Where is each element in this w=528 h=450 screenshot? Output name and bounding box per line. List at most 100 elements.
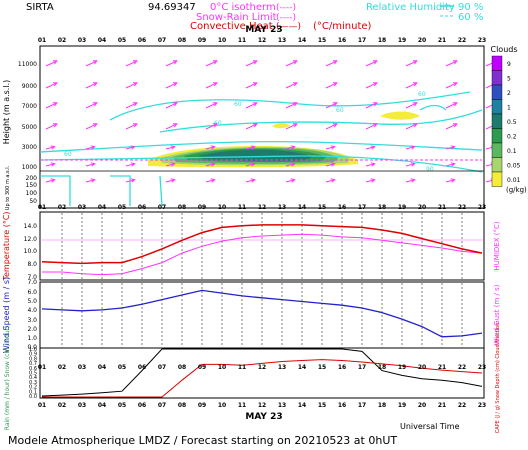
- wind-arrow-head: [170, 145, 176, 150]
- ytick-label: 0.2: [29, 385, 37, 391]
- wind-arrow-head: [370, 145, 376, 150]
- hour-tick-label: 04: [98, 204, 106, 211]
- hour-tick-label: 01: [38, 402, 46, 409]
- wind-arrow-head: [92, 123, 98, 128]
- wind-arrow-head: [450, 145, 456, 150]
- contour-label: 90: [426, 166, 434, 173]
- wind-arrow: [365, 82, 378, 89]
- wind-arrow-head: [292, 102, 298, 107]
- hour-tick-label: 23: [478, 364, 486, 371]
- wind-arrow-head: [452, 60, 458, 65]
- hour-tick-label: 09: [198, 37, 206, 44]
- wind-arrow: [245, 102, 258, 109]
- wind-arrow: [205, 146, 215, 150]
- rain-panel: 1.00.90.80.70.60.50.40.30.20.10.0 Rain (…: [4, 323, 501, 434]
- ytick-label: 3000: [22, 144, 37, 151]
- wind-arrow-head: [210, 162, 216, 167]
- colorbar-label: 5: [507, 76, 511, 83]
- wind-arrow-head: [172, 102, 178, 107]
- hour-tick-label: 19: [398, 204, 406, 211]
- colorbar-cells: 9 5 2 1 0.5 0.2 0.1 0.05 0.01: [491, 55, 521, 187]
- cloud-patch-mid: [272, 123, 290, 129]
- hour-tick-label: 02: [58, 402, 66, 409]
- hour-tick-label: 15: [318, 37, 326, 44]
- wind-arrow: [325, 123, 338, 130]
- wind-arrow: [205, 82, 218, 89]
- wind-arrow-head: [132, 102, 138, 107]
- hour-tick-label: 22: [458, 37, 466, 44]
- rain-panel-frame: [39, 347, 485, 399]
- hour-tick-label: 16: [338, 204, 346, 211]
- hour-tick-label: 21: [438, 402, 446, 409]
- colorbar-cell: [491, 84, 503, 100]
- wind-arrow: [205, 179, 215, 183]
- wind-arrow-head: [50, 178, 56, 183]
- colorbar-cell: [491, 55, 503, 71]
- cape-line: [42, 359, 483, 398]
- temperature-panel: 14.0 12.0 10.0 8.0 7.0 Temperature (°C) …: [2, 211, 501, 281]
- hour-tick-label: 03: [78, 402, 86, 409]
- ytick-label: 0.1: [29, 389, 37, 395]
- wind-arrow: [445, 60, 458, 67]
- height-panel-frame: [39, 45, 485, 209]
- wind-arrow-head: [370, 178, 376, 183]
- hour-tick-label: 06: [138, 402, 146, 409]
- wind-arrow: [365, 146, 375, 150]
- wind-arrow: [45, 60, 58, 67]
- height-ylabel-low: Up to 300 m a.s.l.: [5, 165, 11, 210]
- wind-arrow-head: [410, 178, 416, 183]
- convective-legend: Convective Heat: [190, 21, 273, 32]
- hour-tick-label: 16: [338, 37, 346, 44]
- wind-arrow: [405, 179, 415, 183]
- contour-label: 60: [418, 91, 426, 98]
- cloud-patch-upper: [380, 111, 420, 120]
- wind-arrow: [205, 60, 218, 67]
- wind-arrow: [85, 102, 98, 109]
- colorbar-unit: (g/kg): [506, 186, 527, 194]
- universal-time-label: Universal Time: [400, 422, 460, 431]
- colorbar-label: 0.01: [507, 177, 521, 184]
- hour-tick-label: 16: [338, 402, 346, 409]
- wind-arrow-head: [372, 60, 378, 65]
- hour-tick-label: 13: [278, 364, 286, 371]
- wind-arrow-head: [172, 123, 178, 128]
- hour-tick-label: 11: [238, 402, 246, 409]
- snow-rain-legend: Snow-Rain Limit: [196, 12, 277, 23]
- hour-tick-label: 11: [238, 37, 246, 44]
- hour-tick-label: 18: [378, 402, 386, 409]
- ytick-label: 6.0: [27, 289, 37, 296]
- wind-arrow-head: [452, 102, 458, 107]
- wind-speed-line: [41, 289, 483, 338]
- hour-tick-label: 22: [458, 402, 466, 409]
- wind-arrow: [285, 82, 298, 89]
- hour-tick-label: 08: [178, 204, 186, 211]
- wind-arrow: [325, 60, 338, 67]
- wind-arrow: [165, 163, 175, 167]
- contour-label: 60: [336, 107, 344, 114]
- hour-tick-label: 23: [478, 204, 486, 211]
- wind-ylabel: Wind Speed (m / s): [2, 277, 11, 353]
- height-ylabel: Height (m a.s.l.): [2, 80, 11, 145]
- wind-arrow-head: [412, 82, 418, 87]
- hour-tick-label: 19: [398, 364, 406, 371]
- wind-arrow-head: [332, 123, 338, 128]
- rh-contours: [39, 91, 483, 207]
- wind-arrow: [445, 82, 458, 89]
- rh-legend: Relative Humidity: [366, 2, 455, 13]
- snow-rain-symbol: (----): [276, 13, 296, 23]
- hour-tick-label: 08: [178, 402, 186, 409]
- wind-arrow: [85, 123, 98, 130]
- hour-tick-label: 05: [118, 364, 126, 371]
- wind-arrow-head: [212, 82, 218, 87]
- wind-arrow: [245, 123, 258, 130]
- hour-tick-label: 17: [358, 364, 366, 371]
- ytick-label: 14.0: [24, 223, 38, 230]
- convective-unit: (°C/minute): [313, 21, 372, 32]
- wind-arrow: [445, 179, 455, 183]
- wind-arrow: [125, 82, 138, 89]
- hour-tick-label: 07: [158, 364, 166, 371]
- wind-arrow: [45, 123, 58, 130]
- wind-arrow: [165, 179, 175, 183]
- cloud-colorbar: Clouds 9 5 2 1 0.5 0.2 0.1 0.05 0.01 (g/kg): [490, 45, 527, 194]
- hour-tick-label: 11: [238, 364, 246, 371]
